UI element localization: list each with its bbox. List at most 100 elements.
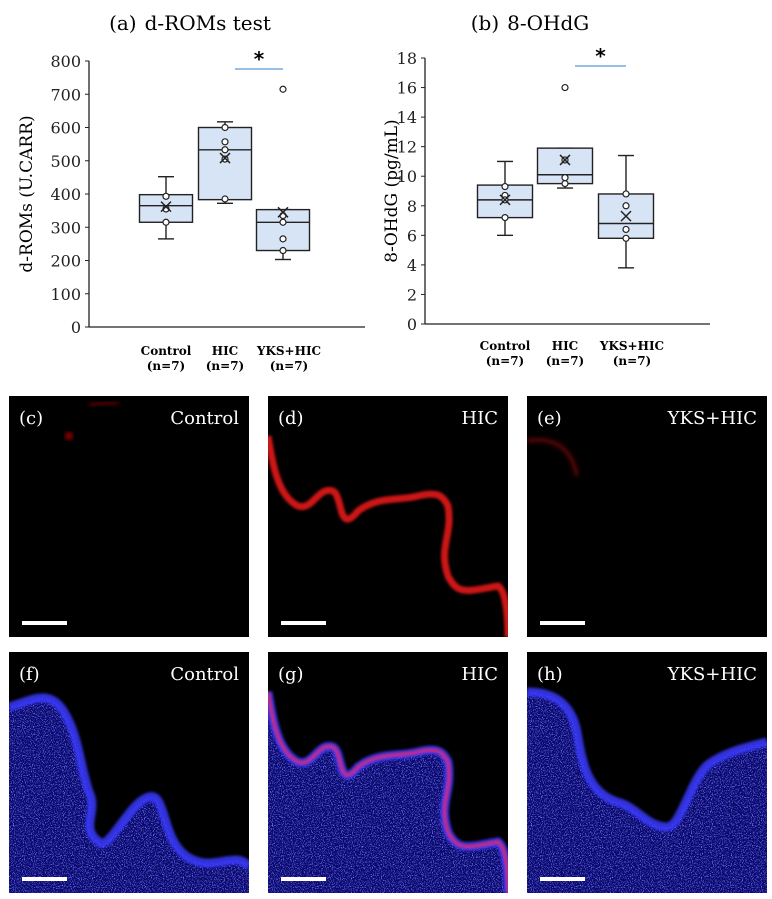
chart-title: (b) 8-OHdG (471, 11, 590, 35)
category-label: YKS+HIC (599, 339, 664, 353)
data-point (162, 192, 170, 200)
epithelium-edge (527, 687, 767, 832)
nuclei-speckle (9, 697, 249, 893)
box-Control (138, 176, 194, 240)
micrograph-h: (h) YKS+HIC (527, 652, 767, 893)
mean-marker (620, 210, 632, 222)
panel-label: (a) (109, 11, 137, 35)
box-Control (476, 160, 534, 237)
significance-mark: * (254, 47, 265, 71)
mean-marker (559, 154, 571, 166)
data-point (279, 218, 287, 226)
data-point (162, 218, 170, 226)
group-label: HIC (461, 408, 498, 429)
data-point (622, 202, 630, 210)
y-tick-label: 18 (397, 49, 417, 68)
outlier-point (561, 83, 569, 92)
outlier-point (279, 85, 287, 93)
data-point (501, 182, 509, 191)
category-label: Control (480, 339, 531, 353)
panel-label: (b) (471, 11, 499, 35)
y-axis-label: 8-OHdG (pg/mL) (382, 119, 402, 262)
y-tick-label: 800 (50, 52, 81, 71)
panel-background (9, 396, 249, 637)
y-tick-label: 16 (397, 79, 417, 98)
panel-label: (g) (278, 664, 304, 685)
y-tick-label: 700 (50, 85, 81, 104)
panel-background (268, 396, 508, 637)
box-YKS+HIC (255, 85, 311, 261)
panel-label: (f) (19, 664, 40, 685)
panel-label: (e) (537, 408, 562, 429)
data-point (221, 123, 229, 132)
box-HIC (536, 83, 594, 189)
y-tick-label: 300 (50, 218, 81, 237)
data-point (622, 225, 630, 234)
data-point (221, 138, 229, 146)
panel-image (65, 400, 120, 440)
y-tick-label: 400 (50, 185, 81, 204)
y-tick-label: 14 (397, 108, 417, 127)
group-label: YKS+HIC (667, 408, 757, 429)
y-tick-label: 12 (397, 138, 417, 157)
y-tick-label: 500 (50, 152, 81, 171)
data-point (561, 174, 569, 182)
group-label: Control (170, 664, 239, 685)
panel-label: (d) (278, 408, 304, 429)
box-HIC (197, 121, 253, 205)
category-n: (n=7) (206, 359, 244, 373)
panel-background (527, 396, 767, 637)
category-n: (n=7) (147, 359, 185, 373)
y-tick-label: 8 (407, 197, 417, 216)
data-point (561, 180, 569, 188)
scale-bar (22, 621, 67, 625)
mean-marker (219, 152, 231, 164)
micrograph-d: (d) HIC (268, 396, 508, 637)
panel-image (268, 691, 508, 893)
scale-bar (281, 621, 326, 625)
data-point (279, 235, 287, 243)
epithelium-edge (9, 693, 249, 871)
panel-label: (h) (537, 664, 563, 685)
category-label: HIC (552, 339, 579, 353)
y-tick-label: 200 (50, 252, 81, 271)
scale-bar (540, 877, 585, 881)
mean-marker (160, 201, 172, 213)
chart-b: (b) 8-OHdG 0 2 4 6 8 10 12 14 16 18 8-OHdG (pg/mL) Co… (382, 11, 710, 368)
micrograph-f: (f) Control (9, 652, 249, 893)
data-point (622, 234, 630, 242)
category-label: YKS+HIC (256, 344, 321, 358)
scale-bar (540, 621, 585, 625)
category-n: (n=7) (270, 359, 308, 373)
category-n: (n=7) (486, 354, 524, 368)
scale-bar (281, 877, 326, 881)
panel-image (527, 438, 579, 477)
chart-a: (a) d-ROMs test 0 100 200 300 400 500 600 700 800 d… (17, 11, 365, 373)
group-label: Control (170, 408, 239, 429)
group-label: HIC (461, 664, 498, 685)
faint-red-stain (88, 400, 120, 408)
category-label: HIC (212, 344, 239, 358)
micrograph-c: (c) Control (9, 396, 249, 637)
data-point (501, 214, 509, 222)
scale-bar (22, 877, 67, 881)
faint-red-spot (65, 432, 73, 440)
chart-title: (a) d-ROMs test (109, 11, 271, 35)
data-point (221, 146, 229, 154)
micrograph-e: (e) YKS+HIC (527, 396, 767, 637)
title-text: d-ROMs test (145, 11, 271, 35)
mean-marker (499, 194, 511, 206)
panel-label: (c) (19, 408, 43, 429)
title-text: 8-OHdG (507, 11, 589, 35)
y-tick-label: 100 (50, 285, 81, 304)
nuclei-speckle (527, 692, 767, 893)
y-axis-label: d-ROMs (U.CARR) (17, 115, 37, 272)
data-point (279, 246, 287, 255)
group-label: YKS+HIC (667, 664, 757, 685)
category-label: Control (141, 344, 192, 358)
y-tick-label: 4 (407, 256, 417, 275)
micrograph-g: (g) HIC (268, 652, 508, 893)
panel-image (527, 687, 767, 893)
y-tick-label: 600 (50, 119, 81, 138)
